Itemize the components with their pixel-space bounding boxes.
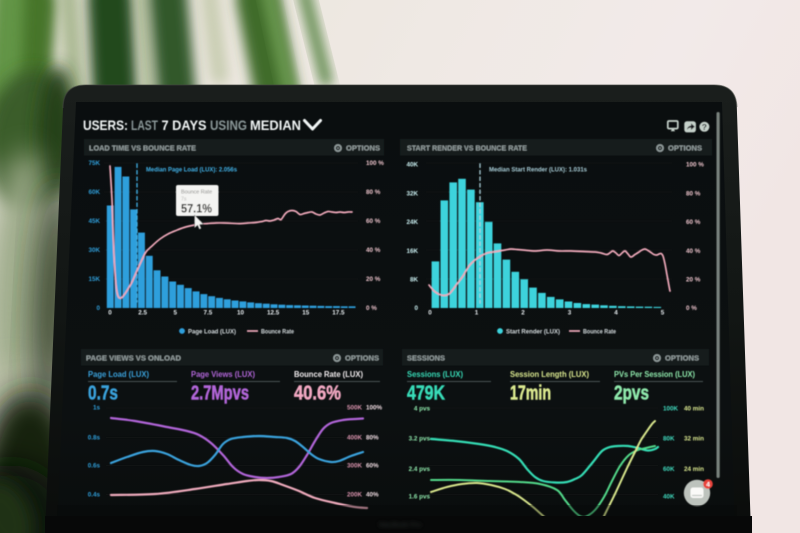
svg-text:80 %: 80 %	[686, 190, 701, 197]
svg-text:40.6%: 40.6%	[294, 383, 341, 405]
svg-text:100%: 100%	[366, 405, 383, 412]
svg-text:Bounce Rate: Bounce Rate	[261, 329, 294, 336]
svg-text:3.2 pvs: 3.2 pvs	[409, 436, 431, 443]
svg-text:8K: 8K	[410, 277, 419, 284]
svg-text:Session Length (LUX): Session Length (LUX)	[510, 370, 589, 379]
svg-text:17.5: 17.5	[332, 310, 345, 317]
svg-text:20 %: 20 %	[686, 277, 701, 284]
svg-text:7.5: 7.5	[203, 310, 212, 317]
svg-text:7 DAYS: 7 DAYS	[162, 118, 207, 133]
svg-text:479K: 479K	[407, 383, 445, 405]
svg-text:Page Load (LUX): Page Load (LUX)	[88, 370, 149, 379]
svg-text:1.6 pvs: 1.6 pvs	[409, 494, 431, 501]
svg-text:0.8s: 0.8s	[88, 435, 101, 442]
svg-text:32 min: 32 min	[684, 436, 704, 443]
svg-text:60K: 60K	[88, 189, 100, 196]
svg-text:40 %: 40 %	[686, 248, 701, 255]
svg-text:40K: 40K	[406, 162, 418, 169]
svg-text:15: 15	[302, 310, 310, 317]
svg-text:0.4s: 0.4s	[88, 492, 101, 499]
svg-text:Median Page Load (LUX): 2.056s: Median Page Load (LUX): 2.056s	[146, 167, 237, 174]
svg-text:60%: 60%	[366, 463, 379, 470]
svg-text:Page Load (LUX): Page Load (LUX)	[188, 329, 236, 336]
svg-text:45K: 45K	[88, 218, 100, 225]
svg-text:24 min: 24 min	[684, 466, 704, 473]
svg-text:32K: 32K	[406, 190, 418, 197]
svg-text:0.6s: 0.6s	[88, 463, 101, 470]
svg-text:60 %: 60 %	[686, 219, 701, 226]
svg-text:7s: 7s	[181, 197, 187, 203]
svg-text:80K: 80K	[663, 436, 675, 443]
svg-text:10: 10	[237, 310, 245, 317]
svg-text:PVs Per Session (LUX): PVs Per Session (LUX)	[614, 370, 695, 379]
svg-text:USING: USING	[210, 118, 247, 133]
svg-text:20 %: 20 %	[366, 276, 381, 283]
svg-text:80%: 80%	[366, 435, 379, 442]
svg-text:60 %: 60 %	[366, 218, 381, 225]
svg-text:USERS:: USERS:	[83, 118, 128, 133]
svg-text:0: 0	[414, 305, 418, 312]
svg-text:40%: 40%	[366, 492, 379, 499]
svg-text:?: ?	[702, 122, 707, 132]
svg-text:0.7s: 0.7s	[88, 383, 118, 405]
svg-text:200K: 200K	[347, 492, 363, 499]
svg-text:24K: 24K	[406, 219, 418, 226]
svg-text:16K: 16K	[406, 248, 418, 255]
svg-text:3: 3	[568, 310, 572, 317]
svg-text:100 %: 100 %	[686, 162, 704, 169]
svg-text:4: 4	[614, 310, 618, 317]
svg-text:5: 5	[661, 310, 665, 317]
svg-text:SESSIONS: SESSIONS	[407, 354, 445, 363]
svg-text:100K: 100K	[663, 406, 679, 413]
svg-text:Bounce Rate (LUX): Bounce Rate (LUX)	[294, 370, 363, 379]
svg-text:40K: 40K	[663, 494, 675, 501]
svg-text:300K: 300K	[347, 463, 363, 470]
svg-text:MEDIAN: MEDIAN	[250, 118, 301, 133]
svg-text:0 %: 0 %	[686, 305, 697, 312]
svg-text:500K: 500K	[347, 405, 363, 412]
svg-text:30K: 30K	[88, 247, 100, 254]
svg-text:5: 5	[173, 310, 177, 317]
svg-text:1: 1	[475, 310, 479, 317]
svg-text:40 %: 40 %	[366, 247, 381, 254]
svg-text:Sessions (LUX): Sessions (LUX)	[407, 370, 463, 379]
svg-text:Start Render (LUX): Start Render (LUX)	[506, 329, 560, 336]
svg-text:LOAD TIME VS BOUNCE RATE: LOAD TIME VS BOUNCE RATE	[89, 144, 196, 153]
svg-text:0: 0	[428, 310, 432, 317]
svg-text:400K: 400K	[347, 435, 363, 442]
svg-text:Bounce Rate: Bounce Rate	[181, 190, 212, 196]
svg-text:80 %: 80 %	[366, 189, 381, 196]
svg-text:OPTIONS: OPTIONS	[346, 144, 380, 153]
svg-text:17min: 17min	[510, 383, 551, 405]
svg-text:Bounce Rate: Bounce Rate	[583, 329, 616, 336]
svg-text:100 %: 100 %	[366, 160, 384, 167]
svg-text:Median Start Render (LUX): 1.0: Median Start Render (LUX): 1.031s	[489, 167, 587, 174]
svg-text:4: 4	[706, 481, 710, 488]
svg-text:PAGE VIEWS VS ONLOAD: PAGE VIEWS VS ONLOAD	[86, 354, 182, 363]
svg-text:75K: 75K	[88, 160, 100, 167]
svg-text:15K: 15K	[88, 276, 100, 283]
svg-text:START RENDER VS BOUNCE RATE: START RENDER VS BOUNCE RATE	[407, 144, 527, 153]
svg-text:OPTIONS: OPTIONS	[665, 354, 699, 363]
svg-text:LAST: LAST	[131, 118, 158, 133]
svg-text:12.5: 12.5	[267, 310, 280, 317]
svg-text:2.7Mpvs: 2.7Mpvs	[191, 383, 249, 405]
svg-text:60K: 60K	[663, 466, 675, 473]
svg-text:OPTIONS: OPTIONS	[345, 354, 379, 363]
svg-text:Page Views (LUX): Page Views (LUX)	[191, 370, 255, 379]
svg-text:57.1%: 57.1%	[181, 202, 212, 216]
svg-text:2: 2	[521, 310, 525, 317]
svg-text:2pvs: 2pvs	[614, 383, 649, 405]
svg-text:2.5: 2.5	[138, 310, 147, 317]
svg-text:0: 0	[96, 305, 100, 312]
svg-text:0: 0	[108, 310, 112, 317]
svg-text:40 min: 40 min	[684, 406, 704, 413]
svg-text:OPTIONS: OPTIONS	[668, 144, 702, 153]
svg-text:1s: 1s	[93, 405, 101, 412]
svg-text:2.4 pvs: 2.4 pvs	[409, 466, 431, 473]
svg-text:4 pvs: 4 pvs	[414, 406, 431, 413]
svg-text:0 %: 0 %	[366, 305, 377, 312]
svg-text:MacBook Pro: MacBook Pro	[379, 522, 421, 529]
